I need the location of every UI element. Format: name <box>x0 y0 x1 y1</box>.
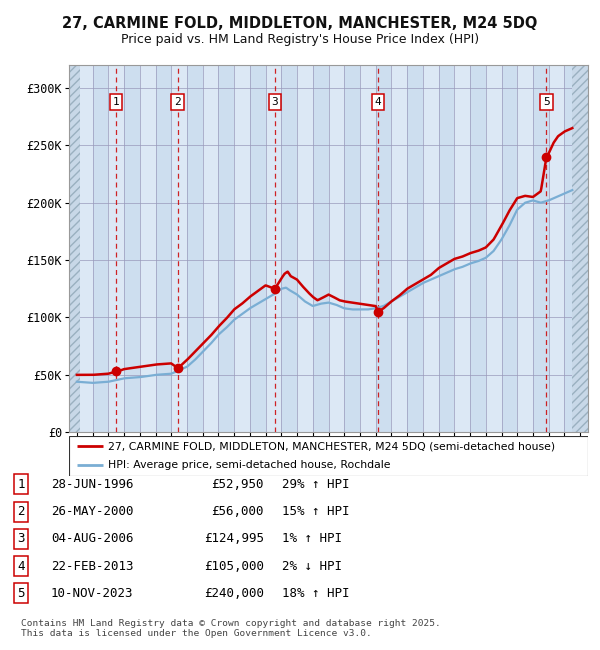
Text: 3: 3 <box>17 532 25 545</box>
Text: 5: 5 <box>17 587 25 600</box>
Text: 15% ↑ HPI: 15% ↑ HPI <box>282 505 349 518</box>
Text: 04-AUG-2006: 04-AUG-2006 <box>51 532 133 545</box>
Bar <box>502 65 517 432</box>
Bar <box>533 65 548 432</box>
Text: 10-NOV-2023: 10-NOV-2023 <box>51 587 133 600</box>
Bar <box>572 65 588 432</box>
Text: Price paid vs. HM Land Registry's House Price Index (HPI): Price paid vs. HM Land Registry's House … <box>121 32 479 46</box>
Text: 29% ↑ HPI: 29% ↑ HPI <box>282 478 349 491</box>
Text: 4: 4 <box>374 97 382 107</box>
Text: 2: 2 <box>17 505 25 518</box>
Bar <box>439 65 454 432</box>
Text: 27, CARMINE FOLD, MIDDLETON, MANCHESTER, M24 5DQ: 27, CARMINE FOLD, MIDDLETON, MANCHESTER,… <box>62 16 538 31</box>
Text: 18% ↑ HPI: 18% ↑ HPI <box>282 587 349 600</box>
Text: 28-JUN-1996: 28-JUN-1996 <box>51 478 133 491</box>
Text: 27, CARMINE FOLD, MIDDLETON, MANCHESTER, M24 5DQ (semi-detached house): 27, CARMINE FOLD, MIDDLETON, MANCHESTER,… <box>108 441 555 451</box>
Text: £240,000: £240,000 <box>204 587 264 600</box>
Bar <box>470 65 486 432</box>
Bar <box>376 65 391 432</box>
Bar <box>313 65 329 432</box>
Text: 2% ↓ HPI: 2% ↓ HPI <box>282 560 342 573</box>
Text: HPI: Average price, semi-detached house, Rochdale: HPI: Average price, semi-detached house,… <box>108 460 391 470</box>
Text: £124,995: £124,995 <box>204 532 264 545</box>
Text: £105,000: £105,000 <box>204 560 264 573</box>
Text: 5: 5 <box>543 97 550 107</box>
Bar <box>344 65 360 432</box>
FancyBboxPatch shape <box>69 436 588 476</box>
Text: 22-FEB-2013: 22-FEB-2013 <box>51 560 133 573</box>
Text: 1: 1 <box>17 478 25 491</box>
Bar <box>187 65 203 432</box>
Text: Contains HM Land Registry data © Crown copyright and database right 2025.
This d: Contains HM Land Registry data © Crown c… <box>21 619 441 638</box>
Text: 3: 3 <box>271 97 278 107</box>
Bar <box>155 65 171 432</box>
Text: 26-MAY-2000: 26-MAY-2000 <box>51 505 133 518</box>
Text: 1% ↑ HPI: 1% ↑ HPI <box>282 532 342 545</box>
Bar <box>92 65 109 432</box>
Bar <box>69 65 80 432</box>
Text: 1: 1 <box>113 97 119 107</box>
Bar <box>124 65 140 432</box>
Text: £52,950: £52,950 <box>212 478 264 491</box>
Text: 4: 4 <box>17 560 25 573</box>
Bar <box>407 65 423 432</box>
Bar <box>565 65 580 432</box>
Bar <box>218 65 234 432</box>
Text: 2: 2 <box>174 97 181 107</box>
Bar <box>250 65 266 432</box>
Bar <box>281 65 297 432</box>
Text: £56,000: £56,000 <box>212 505 264 518</box>
